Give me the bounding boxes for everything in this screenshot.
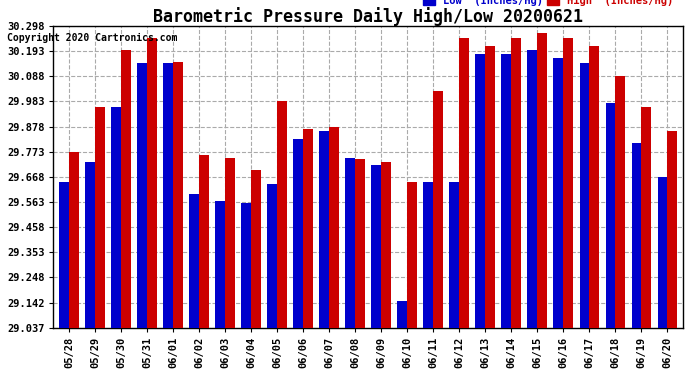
Bar: [502, 54, 511, 328]
Bar: [397, 301, 407, 328]
Bar: [475, 54, 485, 328]
Bar: [95, 107, 105, 328]
Bar: [589, 46, 600, 328]
Bar: [241, 203, 251, 328]
Bar: [59, 182, 69, 328]
Bar: [382, 162, 391, 328]
Bar: [658, 177, 667, 328]
Bar: [424, 182, 433, 328]
Bar: [667, 131, 678, 328]
Bar: [267, 184, 277, 328]
Bar: [277, 102, 287, 328]
Bar: [293, 138, 303, 328]
Bar: [563, 38, 573, 328]
Bar: [303, 129, 313, 328]
Bar: [433, 91, 443, 328]
Bar: [69, 152, 79, 328]
Bar: [615, 76, 625, 328]
Bar: [631, 143, 642, 328]
Bar: [580, 63, 589, 328]
Bar: [553, 58, 563, 328]
Legend: Low  (Inches/Hg), High  (Inches/Hg): Low (Inches/Hg), High (Inches/Hg): [418, 0, 678, 10]
Bar: [460, 38, 469, 328]
Bar: [511, 38, 521, 328]
Bar: [319, 131, 329, 328]
Bar: [606, 103, 615, 328]
Title: Barometric Pressure Daily High/Low 20200621: Barometric Pressure Daily High/Low 20200…: [153, 7, 583, 26]
Bar: [329, 127, 339, 328]
Bar: [111, 107, 121, 328]
Bar: [121, 50, 131, 328]
Bar: [251, 170, 261, 328]
Bar: [215, 201, 225, 328]
Bar: [485, 46, 495, 328]
Bar: [199, 155, 209, 328]
Bar: [346, 158, 355, 328]
Bar: [137, 63, 147, 328]
Bar: [147, 38, 157, 328]
Bar: [527, 50, 538, 328]
Bar: [355, 159, 365, 328]
Bar: [538, 33, 547, 328]
Bar: [85, 162, 95, 328]
Bar: [164, 63, 173, 328]
Bar: [449, 182, 460, 328]
Text: Copyright 2020 Cartronics.com: Copyright 2020 Cartronics.com: [7, 33, 177, 43]
Bar: [173, 62, 183, 328]
Bar: [371, 165, 382, 328]
Bar: [407, 182, 417, 328]
Bar: [642, 107, 651, 328]
Bar: [225, 158, 235, 328]
Bar: [189, 194, 199, 328]
